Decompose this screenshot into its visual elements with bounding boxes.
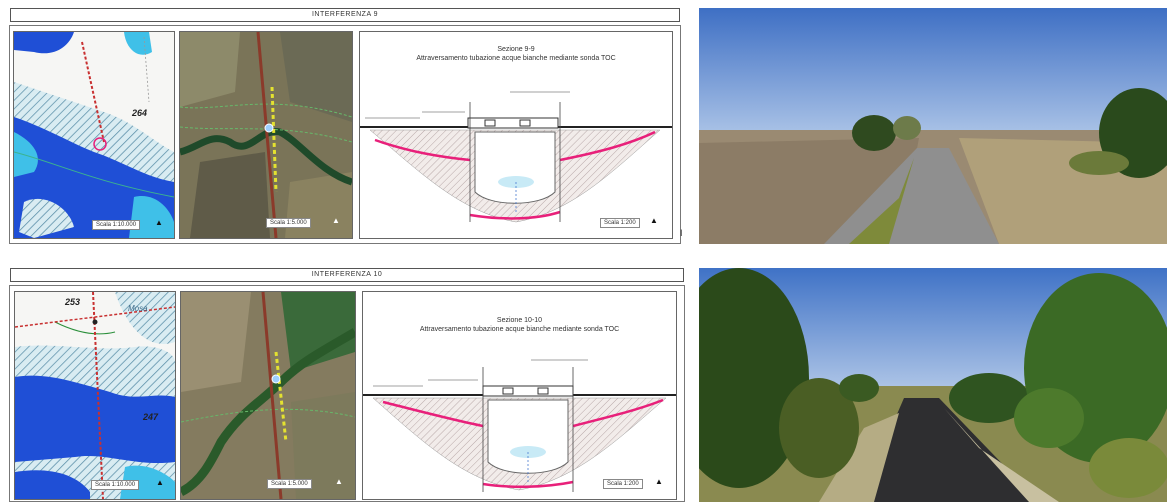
row1-section-north-icon: ▲ xyxy=(650,216,658,225)
row1-section-scale: Scala 1:200 xyxy=(600,218,640,228)
row1-map-scale: Scala 1:10.000 xyxy=(92,220,141,230)
row2-ortho-north-icon: ▲ xyxy=(335,477,343,486)
row1-map-north-icon: ▲ xyxy=(155,218,163,227)
row2-header: INTERFERENZA 10 xyxy=(10,268,684,282)
row1-ortho-photo: Scala 1:5.000 ▲ xyxy=(179,31,353,239)
row1-ortho-svg xyxy=(180,32,352,238)
row2-cross-section: Sezione 10-10 Attraversamento tubazione … xyxy=(362,291,677,500)
row1-section-svg xyxy=(360,91,672,223)
row2-flood-map: 253 247 Mosa Scala 1:10.000 ▲ xyxy=(14,291,176,500)
row1-header-text: INTERFERENZA 9 xyxy=(311,11,379,18)
row1-section-subtitle: Attraversamento tubazione acque bianche … xyxy=(416,55,616,62)
row1-header: INTERFERENZA 9 xyxy=(10,8,680,22)
row2-flood-map-svg xyxy=(15,292,175,499)
row1-street-photo xyxy=(699,8,1167,244)
row2-ortho-photo: Scala 1:5.000 ▲ xyxy=(180,291,356,500)
row2-section-svg xyxy=(363,359,676,492)
row2-map-label-a: 253 xyxy=(65,297,81,307)
row2-map-north-icon: ▲ xyxy=(156,478,164,487)
row2-section-title: Sezione 10-10 xyxy=(496,317,543,324)
row1-section-title: Sezione 9-9 xyxy=(497,46,535,53)
row2-ortho-scale: Scala 1:5.000 xyxy=(267,479,312,489)
row2-photo-svg xyxy=(699,268,1167,502)
row1-cross-section: Sezione 9-9 Attraversamento tubazione ac… xyxy=(359,31,673,239)
row2-ortho-svg xyxy=(181,292,355,499)
row1-ortho-north-icon: ▲ xyxy=(332,216,340,225)
row1-ortho-scale: Scala 1:5.000 xyxy=(266,218,311,228)
row1-stray-mark: I xyxy=(680,228,683,238)
row1-flood-map-svg xyxy=(14,32,174,238)
row1-photo-svg xyxy=(699,8,1167,244)
row2-map-label-b: 247 xyxy=(143,412,159,422)
row2-map-scale: Scala 1:10.000 xyxy=(91,480,140,490)
row2-map-label-c: Mosa xyxy=(128,304,148,313)
row2-section-scale: Scala 1:200 xyxy=(603,479,643,489)
row1-flood-map: 264 Scala 1:10.000 ▲ xyxy=(13,31,175,239)
row1-map-label: 264 xyxy=(132,108,148,118)
row2-section-north-icon: ▲ xyxy=(655,477,663,486)
row2-header-text: INTERFERENZA 10 xyxy=(311,271,383,278)
row2-street-photo xyxy=(699,268,1167,502)
row2-section-subtitle: Attraversamento tubazione acque bianche … xyxy=(419,326,620,333)
